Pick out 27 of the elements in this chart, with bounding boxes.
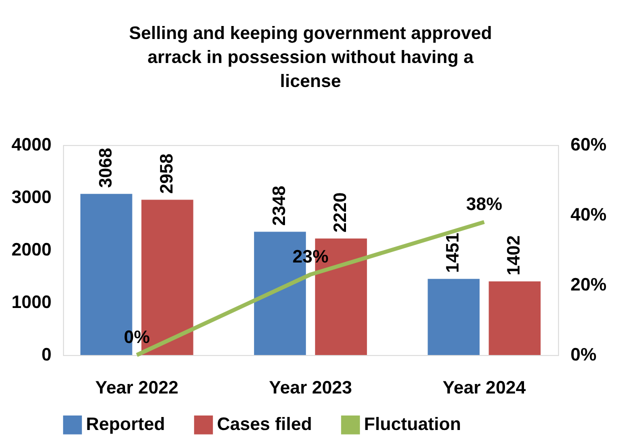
data-label: 2348 [268, 186, 289, 226]
x-tick-label: Year 2024 [442, 378, 526, 398]
chart-title: Selling and keeping government approved arrack in possession without having a license [128, 23, 492, 91]
y-tick-label: 4000 [11, 134, 52, 154]
y2-tick-label: 40% [570, 204, 607, 224]
y2-tick-label: 0% [570, 344, 597, 364]
data-label: 0% [124, 327, 150, 347]
data-label: 1451 [442, 232, 463, 273]
data-label: 23% [292, 246, 329, 266]
legend-label: Fluctuation [364, 414, 461, 434]
y-tick-label: 3000 [11, 187, 52, 207]
y-tick-label: 0 [41, 344, 52, 364]
data-label: 2958 [156, 154, 176, 194]
y2-tick-label: 60% [570, 134, 607, 154]
data-label: 38% [466, 194, 502, 214]
y-tick-label: 2000 [11, 240, 52, 260]
y2-tick-label: 20% [570, 274, 607, 294]
bar [488, 281, 541, 355]
data-label: 3068 [95, 148, 116, 188]
data-label: 1402 [504, 235, 524, 276]
data-label: 2220 [330, 192, 350, 232]
legend-label: Cases filed [217, 414, 312, 434]
y-tick-label: 1000 [11, 292, 52, 312]
legend-label: Reported [86, 414, 166, 434]
x-tick-label: Year 2022 [95, 378, 178, 398]
bar [428, 278, 480, 355]
x-tick-label: Year 2023 [268, 378, 352, 398]
